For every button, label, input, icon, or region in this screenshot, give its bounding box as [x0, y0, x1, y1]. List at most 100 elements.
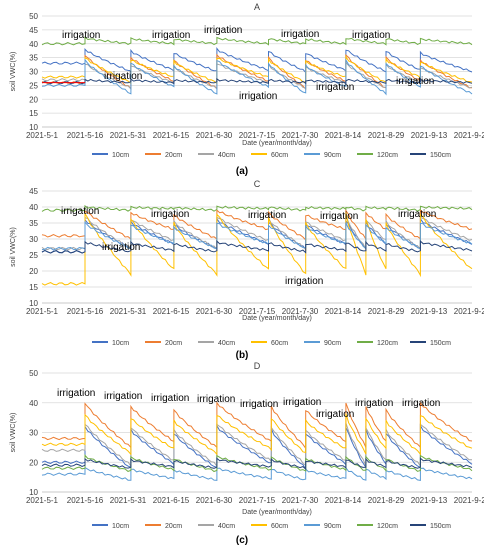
x-tick-label: 2021-8-14 [325, 496, 362, 505]
series-line-10cm [41, 46, 473, 74]
legend-label: 20cm [165, 523, 182, 530]
y-tick-label: 20 [29, 95, 38, 104]
x-tick-label: 2021-6-30 [196, 307, 233, 316]
y-axis-label: soil VWC(%) [10, 227, 17, 267]
legend-label: 120cm [377, 340, 398, 347]
y-tick-label: 10 [29, 123, 38, 132]
legend-label: 150cm [430, 523, 451, 530]
series-line-60cm [41, 55, 473, 85]
legend-label: 60cm [271, 340, 288, 347]
legend-label: 60cm [271, 523, 288, 530]
x-tick-label: 2021-9-28 [454, 131, 484, 140]
x-tick-label: 2021-5-16 [67, 496, 104, 505]
irrigation-annotation: irrigation [204, 25, 242, 36]
x-tick-label: 2021-6-15 [153, 131, 190, 140]
series-line-40cm [41, 215, 473, 252]
x-tick-label: 2021-7-30 [282, 131, 319, 140]
series-line-20cm [41, 208, 473, 242]
irrigation-annotation: irrigation [402, 398, 440, 409]
y-tick-label: 30 [29, 429, 38, 438]
y-tick-label: 15 [29, 283, 38, 292]
legend-label: 20cm [165, 152, 182, 159]
x-tick-label: 2021-5-1 [26, 496, 59, 505]
y-tick-label: 40 [29, 399, 38, 408]
irrigation-annotation: irrigation [197, 394, 235, 405]
legend-label: 10cm [112, 152, 129, 159]
y-tick-label: 20 [29, 458, 38, 467]
x-axis-label: Date (year/month/day) [242, 315, 312, 322]
x-axis-label: Date (year/month/day) [242, 509, 312, 516]
x-axis-label: Date (year/month/day) [242, 140, 312, 147]
y-tick-label: 10 [29, 488, 38, 497]
irrigation-annotation: irrigation [355, 398, 393, 409]
x-tick-label: 2021-7-30 [282, 307, 319, 316]
legend-label: 40cm [218, 152, 235, 159]
series-line-90cm [41, 466, 473, 481]
panel-c-chart: D 10 20 30 40 50 soil VWC(%) 2021-5-1 2021-5-16 2… [10, 362, 484, 546]
series-line-40cm [41, 422, 473, 468]
y-tick-label: 50 [29, 12, 38, 21]
series-line-150cm [41, 77, 473, 85]
x-tick-label: 2021-5-31 [110, 131, 147, 140]
x-tick-label: 2021-8-29 [368, 307, 405, 316]
y-tick-label: 35 [29, 219, 38, 228]
irrigation-annotation: irrigation [240, 399, 278, 410]
y-tick-label: 30 [29, 68, 38, 77]
x-tick-label: 2021-5-16 [67, 307, 104, 316]
series-line-20cm [41, 400, 473, 450]
series-line-120cm [41, 204, 473, 213]
series-line-10cm [41, 423, 473, 471]
x-tick-label: 2021-9-28 [454, 496, 484, 505]
chart-title: A [254, 2, 260, 12]
legend-label: 150cm [430, 340, 451, 347]
y-tick-label: 45 [29, 187, 38, 196]
irrigation-annotation: irrigation [352, 30, 390, 41]
x-tick-label: 2021-8-29 [368, 496, 405, 505]
y-axis-label: soil VWC(%) [10, 52, 17, 92]
series-line-150cm [41, 457, 473, 471]
x-tick-label: 2021-5-1 [26, 131, 59, 140]
y-tick-label: 25 [29, 251, 38, 260]
x-tick-label: 2021-8-14 [325, 307, 362, 316]
x-tick-label: 2021-9-13 [411, 496, 448, 505]
irrigation-annotation: irrigation [316, 409, 354, 420]
irrigation-annotation: irrigation [320, 211, 358, 222]
irrigation-annotation: irrigation [104, 391, 142, 402]
y-axis-label: soil VWC(%) [10, 413, 17, 453]
legend-label: 90cm [324, 523, 341, 530]
x-tick-label: 2021-8-14 [325, 131, 362, 140]
series-line-150cm [41, 239, 473, 254]
series-line-20cm [41, 53, 473, 91]
irrigation-annotation: irrigation [285, 276, 323, 287]
irrigation-annotation: irrigation [151, 209, 189, 220]
irrigation-annotation: irrigation [151, 393, 189, 404]
legend-label: 150cm [430, 152, 451, 159]
chart-title: D [254, 362, 261, 371]
legend-label: 60cm [271, 152, 288, 159]
y-tick-label: 45 [29, 26, 38, 35]
chart-title: C [254, 180, 261, 189]
legend-label: 10cm [112, 523, 129, 530]
legend-label: 120cm [377, 152, 398, 159]
irrigation-annotation: irrigation [398, 209, 436, 220]
legend-label: 10cm [112, 340, 129, 347]
x-tick-label: 2021-9-13 [411, 131, 448, 140]
y-tick-label: 50 [29, 369, 38, 378]
y-tick-label: 35 [29, 54, 38, 63]
legend-label: 20cm [165, 340, 182, 347]
irrigation-annotation: irrigation [62, 30, 100, 41]
x-tick-label: 2021-9-28 [454, 307, 484, 316]
x-tick-label: 2021-7-15 [239, 307, 276, 316]
figure-caption: (a) [236, 166, 248, 177]
legend-label: 90cm [324, 340, 341, 347]
x-tick-label: 2021-5-16 [67, 131, 104, 140]
series-line-90cm [41, 220, 473, 251]
x-tick-label: 2021-7-30 [282, 496, 319, 505]
x-tick-label: 2021-5-31 [110, 496, 147, 505]
y-tick-label: 30 [29, 235, 38, 244]
x-tick-label: 2021-5-1 [26, 307, 59, 316]
x-tick-label: 2021-6-15 [153, 496, 190, 505]
panel-b-chart: C 10 15 20 25 30 35 40 45 soil VWC(%) 2021-5-1 2021… [10, 180, 484, 361]
series-line-60cm [41, 413, 473, 456]
